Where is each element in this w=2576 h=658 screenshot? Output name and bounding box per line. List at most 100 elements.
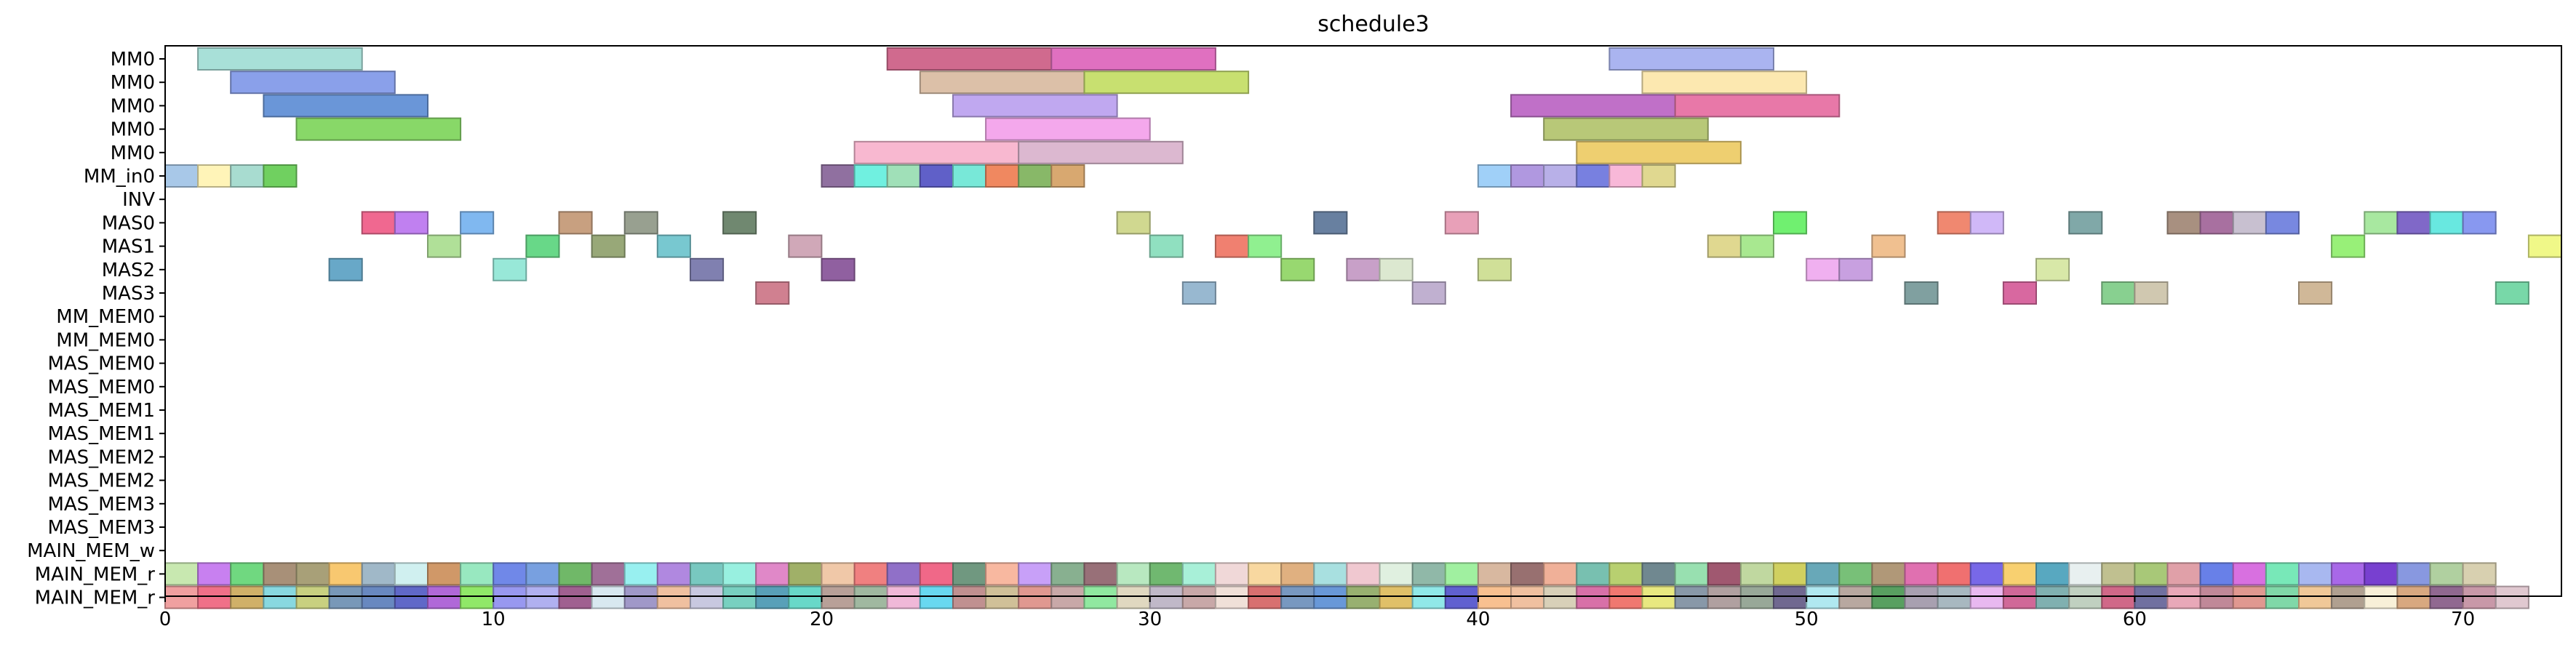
task-bar bbox=[1214, 585, 1250, 609]
task-bar bbox=[853, 562, 888, 586]
task-bar bbox=[1149, 234, 1184, 258]
x-tick-label: 0 bbox=[159, 609, 172, 630]
task-bar bbox=[1444, 585, 1479, 609]
task-bar bbox=[1707, 234, 1742, 258]
task-bar bbox=[361, 211, 396, 235]
task-bar bbox=[623, 211, 658, 235]
task-bar bbox=[328, 585, 363, 609]
task-bar bbox=[394, 585, 429, 609]
task-bar bbox=[427, 234, 462, 258]
task-bar bbox=[1641, 562, 1676, 586]
task-bar bbox=[985, 562, 1020, 586]
task-bar bbox=[821, 164, 856, 188]
task-bar bbox=[1050, 585, 1085, 609]
task-bar bbox=[2199, 211, 2234, 235]
task-bar bbox=[755, 585, 790, 609]
task-bar bbox=[1050, 562, 1085, 586]
task-bar bbox=[230, 71, 396, 95]
row-label: MM0 bbox=[111, 119, 155, 141]
task-bar bbox=[1050, 47, 1216, 71]
task-bar bbox=[525, 585, 560, 609]
task-bar bbox=[886, 164, 921, 188]
x-tick-label: 10 bbox=[482, 609, 506, 630]
task-bar bbox=[2396, 585, 2431, 609]
task-bar bbox=[1149, 585, 1184, 609]
task-bar bbox=[263, 585, 298, 609]
task-bar bbox=[2035, 562, 2070, 586]
task-bar bbox=[1477, 164, 1512, 188]
task-bar bbox=[1674, 94, 1841, 118]
plot-area-frame bbox=[164, 45, 2562, 597]
task-bar bbox=[788, 234, 823, 258]
task-bar bbox=[1838, 257, 1873, 281]
task-bar bbox=[1608, 47, 1774, 71]
chart-title: schedule3 bbox=[1317, 12, 1429, 37]
task-bar bbox=[919, 71, 1085, 95]
task-bar bbox=[197, 47, 363, 71]
task-bar bbox=[623, 562, 658, 586]
task-bar bbox=[2265, 562, 2300, 586]
task-bar bbox=[2364, 211, 2398, 235]
task-bar bbox=[1313, 585, 1348, 609]
task-bar bbox=[2331, 562, 2366, 586]
task-bar bbox=[427, 562, 462, 586]
task-bar bbox=[722, 562, 757, 586]
task-bar bbox=[1050, 164, 1085, 188]
task-bar bbox=[2134, 281, 2169, 305]
task-bar bbox=[1346, 257, 1381, 281]
task-bar bbox=[295, 117, 462, 141]
task-bar bbox=[1543, 117, 1709, 141]
task-bar bbox=[1280, 585, 1315, 609]
task-bar bbox=[2068, 585, 2103, 609]
task-bar bbox=[2232, 211, 2267, 235]
task-bar bbox=[2429, 585, 2464, 609]
x-tick-label: 70 bbox=[2451, 609, 2475, 630]
task-bar bbox=[2101, 281, 2136, 305]
task-bar bbox=[1707, 585, 1742, 609]
row-label: MAS2 bbox=[102, 260, 155, 281]
task-bar bbox=[952, 585, 987, 609]
task-bar bbox=[1674, 585, 1709, 609]
task-bar bbox=[1576, 585, 1611, 609]
x-tick-label: 60 bbox=[2123, 609, 2147, 630]
task-bar bbox=[460, 562, 495, 586]
task-bar bbox=[1608, 164, 1643, 188]
task-bar bbox=[2002, 562, 2037, 586]
task-bar bbox=[493, 585, 527, 609]
task-bar bbox=[1214, 234, 1250, 258]
row-label: MM0 bbox=[111, 72, 155, 94]
row-label: MAIN_MEM_r bbox=[35, 563, 156, 585]
task-bar bbox=[558, 562, 593, 586]
task-bar bbox=[886, 47, 1053, 71]
task-bar bbox=[1576, 562, 1611, 586]
task-bar bbox=[2396, 562, 2431, 586]
task-bar bbox=[1641, 585, 1676, 609]
task-bar bbox=[1969, 211, 2004, 235]
task-bar bbox=[2462, 211, 2497, 235]
x-tick-label: 40 bbox=[1466, 609, 1490, 630]
task-bar bbox=[328, 257, 363, 281]
task-bar bbox=[197, 164, 232, 188]
task-bar bbox=[2068, 562, 2103, 586]
task-bar bbox=[919, 164, 954, 188]
task-bar bbox=[525, 234, 560, 258]
row-label: MAS_MEM1 bbox=[47, 400, 155, 422]
task-bar bbox=[263, 164, 298, 188]
task-bar bbox=[886, 585, 921, 609]
task-bar bbox=[1018, 562, 1053, 586]
task-bar bbox=[558, 211, 593, 235]
row-label: MM0 bbox=[111, 95, 155, 117]
task-bar bbox=[2495, 585, 2529, 609]
task-bar bbox=[1871, 562, 1906, 586]
task-bar bbox=[295, 585, 330, 609]
task-bar bbox=[985, 585, 1020, 609]
task-bar bbox=[197, 562, 232, 586]
task-bar bbox=[1477, 257, 1512, 281]
task-bar bbox=[1576, 140, 1742, 164]
task-bar bbox=[788, 562, 823, 586]
row-label: MAS_MEM0 bbox=[47, 377, 155, 398]
task-bar bbox=[2265, 585, 2300, 609]
task-bar bbox=[1510, 94, 1676, 118]
task-bar bbox=[1543, 585, 1578, 609]
